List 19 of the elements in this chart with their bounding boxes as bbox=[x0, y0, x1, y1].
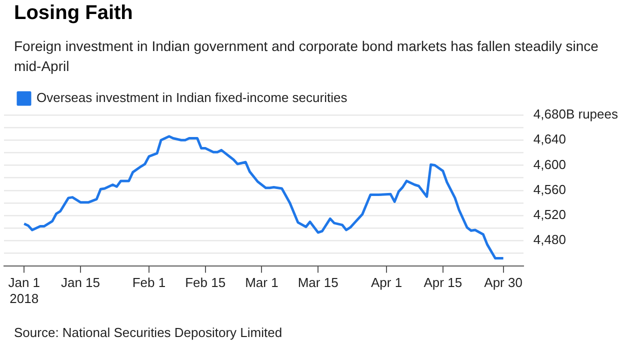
y-tick-label: 4,640 bbox=[533, 132, 566, 147]
x-tick-label: Apr 30 bbox=[484, 275, 522, 290]
y-tick-label: 4,600 bbox=[533, 156, 566, 172]
source-note: Source: National Securities Depository Limited bbox=[14, 325, 282, 340]
chart-title: Losing Faith bbox=[14, 2, 133, 25]
x-tick-label: Feb 15 bbox=[185, 275, 226, 290]
x-tick-label: Mar 15 bbox=[298, 275, 338, 290]
y-tick-label: 4,520 bbox=[533, 207, 566, 222]
x-tick-label: Apr 15 bbox=[424, 275, 462, 290]
y-tick-label: 4,560 bbox=[533, 182, 566, 197]
legend-label: Overseas investment in Indian fixed-income securities bbox=[36, 90, 348, 106]
chart-subtitle: Foreign investment in Indian government and corporate bond markets has fallen steadily since mid-April bbox=[14, 37, 600, 76]
x-tick-label: Apr 1 bbox=[370, 275, 402, 290]
x-tick-label: Jan 1 2018 bbox=[8, 275, 40, 306]
y-tick-label: 4,680B rupees bbox=[533, 106, 618, 122]
x-tick-label: Mar 1 bbox=[245, 275, 278, 290]
y-tick-label: 4,480 bbox=[533, 232, 566, 248]
x-tick-label: Jan 15 bbox=[60, 275, 100, 290]
x-tick-label: Feb 1 bbox=[132, 275, 166, 290]
